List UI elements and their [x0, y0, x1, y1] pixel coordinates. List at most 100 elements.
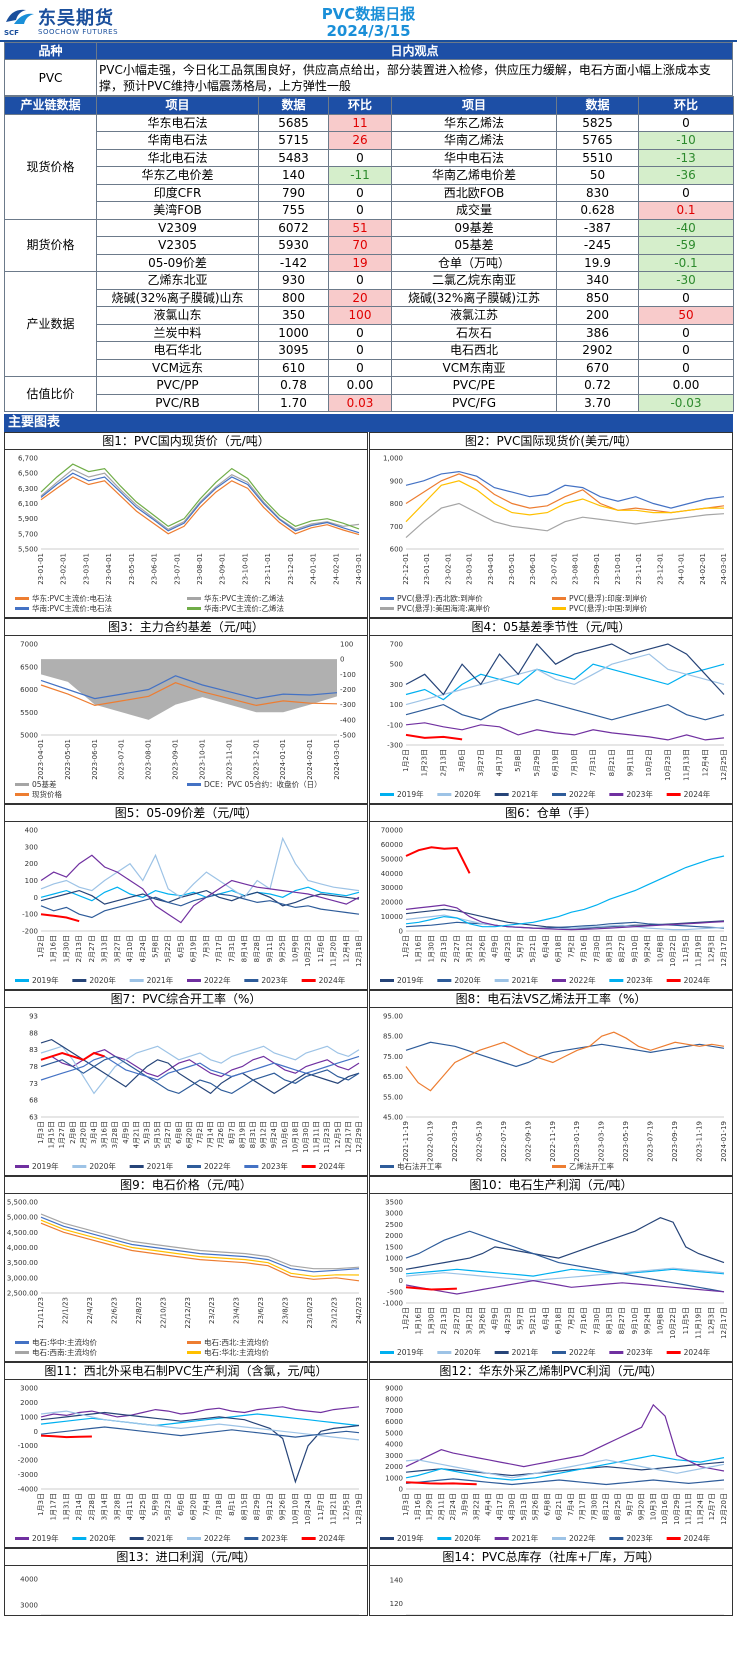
chart-svg: 3500 3000 2500 2000 1500 1000 500 0 -500 -10001月2…	[380, 1199, 728, 1357]
y-tick-label: -2000	[18, 1457, 38, 1465]
legend-label: 电石:西南:主流均价	[32, 1347, 98, 1357]
x-tick-label: 23-10-01	[614, 553, 622, 585]
item-change: 0	[638, 113, 734, 132]
legend-swatch	[666, 1351, 681, 1354]
item-name: 09基差	[391, 218, 557, 237]
x-tick-label: 4月25日	[139, 1493, 147, 1520]
legend-swatch	[552, 793, 566, 796]
x-tick-label: 23-04-01	[487, 553, 495, 585]
view-header: 日内观点	[96, 42, 733, 60]
item-name: 华南乙烯法	[391, 131, 557, 150]
item-value: 790	[258, 183, 329, 202]
y-tick-label: 120	[390, 1600, 403, 1608]
x-tick-label: 4月9日	[122, 1121, 130, 1144]
x-tick-label: 2022-05-19	[475, 1121, 483, 1162]
chart-title: 图10：电石生产利润（元/吨）	[370, 1177, 732, 1194]
chart-svg: 5,500.00 5,000.00 4,500.00 4,000.00 3,500.00…	[7, 1199, 363, 1358]
table-row: 估值比价 PVC/PP 0.78 0.00 PVC/PE 0.72 0.00	[4, 376, 734, 412]
x-tick-label: 12月17日	[720, 935, 728, 967]
legend-label: 2024年	[684, 975, 711, 985]
legend-swatch	[187, 597, 201, 600]
x-tick-label: 5月13日	[520, 1493, 528, 1520]
x-tick-label: 1月30日	[427, 935, 435, 962]
item-value: 1000	[258, 323, 329, 342]
y-tick-label: 6000	[385, 1418, 403, 1426]
x-tick-label: 2023-12-01	[252, 739, 260, 780]
legend-swatch	[437, 793, 452, 796]
chart-svg: 140 120	[390, 1576, 724, 1615]
y-tick-label: 300	[25, 843, 38, 851]
x-tick-label: 5月29日	[533, 749, 541, 776]
x-tick-label: 23-11-01	[635, 553, 643, 585]
item-name: VCM远东	[96, 358, 259, 377]
y-tick-label: 600	[390, 546, 403, 554]
x-tick-label: 3月28日	[111, 1121, 119, 1148]
legend-swatch	[187, 783, 201, 786]
y-tick-label: 7000	[20, 641, 38, 649]
legend-swatch	[552, 1537, 566, 1540]
x-tick-label: 23/2/23	[208, 1297, 216, 1324]
x-tick-label: 3月22日	[473, 1493, 481, 1520]
chart-svg: 9000 8000 7000 6000 5000 4000 3000 2000 1000 01月3…	[380, 1385, 728, 1543]
legend-label: 华东:PVC主流价:乙烯法	[204, 593, 284, 603]
legend-label: 2022年	[569, 975, 596, 985]
legend-label: 2024年	[684, 789, 711, 799]
x-tick-label: 23-07-01	[550, 553, 558, 585]
x-tick-label: 7月4日	[202, 1493, 210, 1516]
chart-panel-9: 图9：电石价格（元/吨） 5,500.00 5,000.00 4,500.00 4,00…	[4, 1176, 368, 1362]
table-row: 华南电石法 5715 26 华南乙烯法 5765 -10	[5, 131, 734, 150]
y-tick-label: 60000	[381, 841, 403, 849]
y-tick-label: -100	[22, 911, 38, 919]
x-tick-label: 2023-07-01	[118, 739, 126, 780]
x-tick-label: 10月3日	[649, 1493, 657, 1520]
table-header: 环比	[328, 96, 392, 115]
chart-panel-4: 图4：05基差季节性（元/吨） 700 500 300 100 -100 -300 1月2日 1…	[369, 618, 733, 804]
series-line	[40, 1055, 360, 1081]
table-row: VCM远东 610 0 VCM东南亚 670 0	[5, 358, 734, 377]
x-tick-label: 22/8/23	[135, 1297, 143, 1324]
item-value: 1.70	[258, 393, 329, 412]
item-value: 5930	[258, 236, 329, 255]
item-change: -0.03	[638, 393, 734, 412]
variety-cell: PVC	[4, 59, 97, 96]
table-header: 项目	[96, 96, 259, 115]
legend-swatch	[244, 979, 259, 982]
y-tick-label: 8000	[385, 1396, 403, 1404]
table-header: 环比	[638, 96, 734, 115]
x-tick-label: 8月13日	[606, 1307, 614, 1334]
item-name: 华中电石法	[391, 148, 557, 167]
item-name: 烧碱(32%离子膜碱)江苏	[391, 288, 557, 307]
x-tick-label: 3月6日	[458, 749, 466, 772]
item-change: 0.1	[638, 201, 734, 220]
legend-swatch	[301, 1165, 316, 1168]
legend-label: 2022年	[569, 1533, 596, 1543]
legend-label: PVC(悬浮):印度:到岸价	[569, 593, 648, 603]
group-label: 现货价格	[4, 113, 97, 220]
series-line	[405, 470, 725, 509]
x-tick-label: 3月27日	[113, 935, 121, 962]
x-tick-label: 12月3日	[707, 1307, 715, 1334]
item-value: 5765	[556, 131, 639, 150]
x-tick-label: 22/6/23	[110, 1297, 118, 1324]
series-line	[40, 1213, 360, 1270]
x-tick-label: 4月21日	[132, 1121, 140, 1148]
x-tick-label: 23-06-01	[151, 553, 159, 585]
y-tick-label: 3000	[385, 1210, 403, 1218]
company-logo: SCF 东吴期货 SOOCHOW FUTURES	[4, 4, 139, 38]
y-tick-label: 100	[390, 701, 403, 709]
x-tick-label: 2022-01-19	[426, 1121, 434, 1162]
item-change: 0	[328, 183, 392, 202]
x-tick-label: 23/8/23	[282, 1297, 290, 1324]
y-tick-label: 85.00	[383, 1033, 403, 1041]
item-change: 0.00	[638, 376, 734, 395]
y-tick-label: 5500	[20, 709, 38, 717]
y-tick-label: 0	[399, 1277, 403, 1285]
x-tick-label: 11月21日	[330, 1493, 338, 1525]
item-value: -387	[556, 218, 639, 237]
y-tick-label: 5000	[385, 1429, 403, 1437]
legend-swatch	[552, 979, 566, 982]
x-tick-label: 4月23日	[504, 935, 512, 962]
x-tick-label: 6月4日	[542, 935, 550, 958]
legend-swatch	[187, 1341, 201, 1344]
x-tick-label: 7月16日	[580, 935, 588, 962]
